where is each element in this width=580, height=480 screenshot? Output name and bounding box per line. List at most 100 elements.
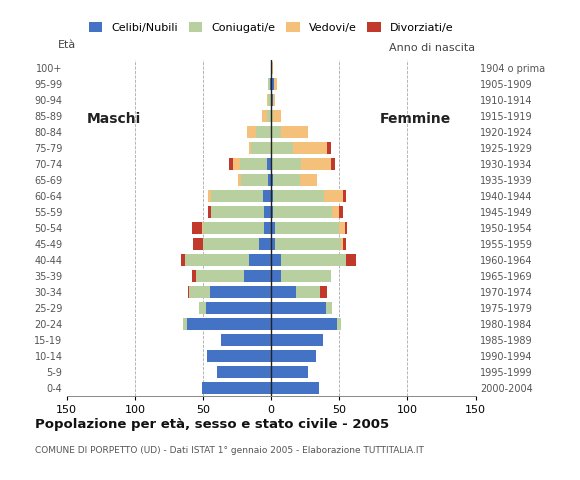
Bar	[203, 238, 259, 250]
Bar	[271, 190, 273, 202]
Bar	[202, 222, 203, 234]
Bar	[271, 222, 276, 234]
Bar	[185, 254, 249, 266]
Text: Maschi: Maschi	[87, 112, 142, 126]
Bar	[259, 238, 271, 250]
Bar	[188, 286, 189, 298]
Bar	[183, 318, 187, 330]
Bar	[199, 302, 206, 314]
Bar	[281, 126, 308, 138]
Bar	[249, 254, 271, 266]
Bar	[325, 302, 332, 314]
Bar	[273, 190, 324, 202]
Bar	[271, 286, 296, 298]
Bar	[276, 222, 339, 234]
Bar	[271, 126, 281, 138]
Bar	[271, 254, 281, 266]
Bar	[244, 270, 271, 282]
Bar	[276, 238, 340, 250]
Bar	[264, 222, 271, 234]
Bar	[345, 222, 347, 234]
Bar	[301, 158, 331, 170]
Bar	[203, 222, 264, 234]
Bar	[271, 350, 316, 362]
Bar	[339, 222, 345, 234]
Text: Anno di nascita: Anno di nascita	[390, 43, 476, 53]
Bar	[208, 206, 211, 218]
Bar	[273, 110, 281, 122]
Bar	[192, 270, 196, 282]
Bar	[269, 174, 271, 186]
Text: Età: Età	[57, 40, 76, 50]
Bar	[189, 286, 210, 298]
Bar	[241, 174, 269, 186]
Bar	[271, 334, 323, 346]
Bar	[256, 126, 271, 138]
Bar	[181, 254, 185, 266]
Bar	[340, 238, 343, 250]
Text: COMUNE DI PORPETTO (UD) - Dati ISTAT 1° gennaio 2005 - Elaborazione TUTTITALIA.I: COMUNE DI PORPETTO (UD) - Dati ISTAT 1° …	[35, 446, 423, 456]
Bar	[336, 318, 340, 330]
Bar	[271, 366, 308, 378]
Bar	[269, 94, 271, 106]
Bar	[262, 110, 267, 122]
Bar	[327, 142, 331, 154]
Bar	[211, 190, 263, 202]
Bar	[271, 158, 301, 170]
Bar	[331, 158, 335, 170]
Bar	[270, 78, 271, 90]
Bar	[263, 190, 271, 202]
Bar	[187, 318, 271, 330]
Bar	[238, 174, 241, 186]
Legend: Celibi/Nubili, Coniugati/e, Vedovi/e, Divorziati/e: Celibi/Nubili, Coniugati/e, Vedovi/e, Di…	[89, 22, 454, 33]
Bar	[271, 78, 274, 90]
Bar	[267, 94, 269, 106]
Bar	[343, 190, 346, 202]
Bar	[221, 334, 271, 346]
Bar	[211, 206, 264, 218]
Bar	[271, 94, 273, 106]
Bar	[320, 286, 327, 298]
Bar	[229, 158, 233, 170]
Bar	[339, 206, 343, 218]
Bar	[240, 158, 267, 170]
Bar	[296, 286, 320, 298]
Bar	[343, 238, 346, 250]
Bar	[271, 318, 336, 330]
Bar	[207, 350, 271, 362]
Bar	[269, 78, 270, 90]
Bar	[271, 238, 276, 250]
Text: Femmine: Femmine	[380, 112, 451, 126]
Bar	[196, 270, 244, 282]
Bar	[273, 174, 300, 186]
Bar	[267, 110, 271, 122]
Bar	[271, 206, 273, 218]
Text: Popolazione per età, sesso e stato civile - 2005: Popolazione per età, sesso e stato civil…	[35, 418, 389, 431]
Bar	[273, 206, 332, 218]
Bar	[264, 206, 271, 218]
Bar	[281, 270, 331, 282]
Bar	[271, 382, 319, 394]
Bar	[273, 94, 275, 106]
Bar	[251, 142, 271, 154]
Bar	[300, 174, 317, 186]
Bar	[202, 382, 271, 394]
Bar	[217, 366, 271, 378]
Bar	[271, 174, 273, 186]
Bar	[192, 222, 202, 234]
Bar	[281, 254, 346, 266]
Bar	[194, 238, 203, 250]
Bar	[293, 142, 327, 154]
Bar	[324, 190, 343, 202]
Bar	[271, 302, 325, 314]
Bar	[267, 158, 271, 170]
Bar	[249, 142, 251, 154]
Bar	[274, 78, 277, 90]
Bar	[246, 126, 256, 138]
Bar	[210, 286, 271, 298]
Bar	[332, 206, 339, 218]
Bar	[271, 270, 281, 282]
Bar	[206, 302, 271, 314]
Bar	[271, 62, 273, 74]
Bar	[271, 110, 273, 122]
